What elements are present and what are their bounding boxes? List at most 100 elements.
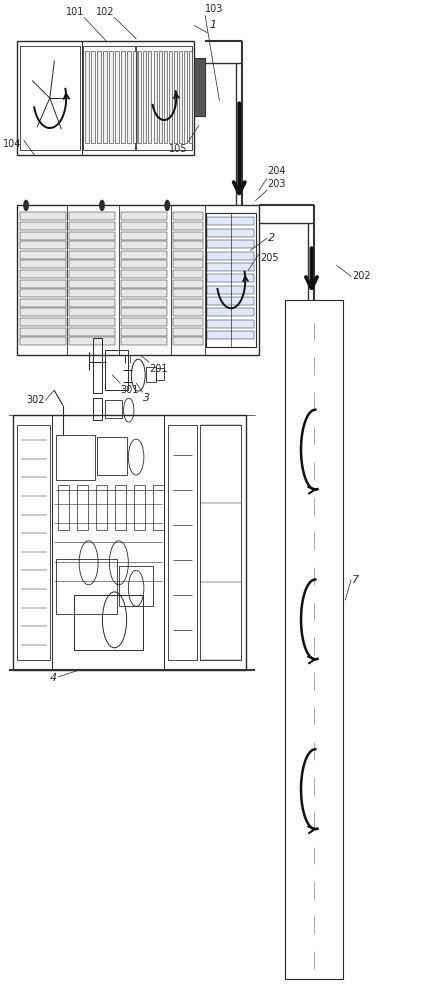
Bar: [19, 270, 66, 278]
Bar: [146, 367, 156, 382]
Bar: [207, 274, 254, 282]
Bar: [207, 252, 254, 260]
Bar: [69, 212, 116, 220]
Bar: [121, 241, 167, 249]
Bar: [194, 58, 205, 116]
Bar: [69, 270, 116, 278]
Bar: [138, 51, 141, 143]
Bar: [121, 270, 167, 278]
Bar: [133, 51, 137, 143]
Bar: [143, 51, 146, 143]
Bar: [19, 232, 66, 240]
Bar: [199, 425, 240, 660]
Bar: [19, 289, 66, 297]
Bar: [207, 320, 254, 328]
Bar: [69, 337, 116, 345]
Bar: [136, 46, 192, 150]
Bar: [207, 308, 254, 316]
Bar: [18, 425, 50, 660]
Bar: [121, 232, 167, 240]
Bar: [207, 240, 254, 248]
Bar: [69, 289, 116, 297]
Bar: [93, 338, 102, 393]
Bar: [121, 260, 167, 268]
Bar: [97, 485, 107, 530]
Bar: [173, 318, 203, 326]
Bar: [173, 280, 203, 288]
Bar: [121, 318, 167, 326]
Bar: [173, 212, 203, 220]
Bar: [173, 299, 203, 307]
Bar: [93, 398, 102, 420]
Bar: [19, 299, 66, 307]
Bar: [173, 270, 203, 278]
Text: 302: 302: [26, 395, 45, 405]
Bar: [19, 46, 80, 150]
Bar: [13, 415, 246, 670]
Bar: [121, 222, 167, 230]
Bar: [19, 337, 66, 345]
Bar: [19, 241, 66, 249]
Bar: [56, 435, 95, 480]
Bar: [19, 328, 66, 336]
Bar: [105, 350, 128, 390]
Bar: [56, 559, 117, 614]
Bar: [18, 205, 259, 355]
Bar: [207, 331, 254, 339]
Text: 103: 103: [205, 4, 224, 14]
Bar: [189, 51, 192, 143]
Bar: [173, 222, 203, 230]
Text: 1: 1: [209, 20, 217, 30]
Bar: [69, 318, 116, 326]
Bar: [116, 485, 126, 530]
Bar: [69, 299, 116, 307]
Bar: [285, 300, 343, 979]
Text: 202: 202: [352, 271, 370, 281]
Bar: [173, 241, 203, 249]
Bar: [103, 51, 107, 143]
Bar: [207, 263, 254, 271]
Bar: [69, 308, 116, 316]
Bar: [157, 368, 164, 380]
Circle shape: [24, 200, 28, 210]
Bar: [173, 260, 203, 268]
Text: 105: 105: [169, 144, 188, 154]
Bar: [173, 337, 203, 345]
Bar: [19, 260, 66, 268]
Bar: [19, 222, 66, 230]
Bar: [121, 308, 167, 316]
Text: 301: 301: [120, 385, 138, 395]
Text: 101: 101: [66, 7, 84, 17]
Bar: [121, 299, 167, 307]
Bar: [19, 308, 66, 316]
Bar: [164, 51, 167, 143]
Bar: [173, 308, 203, 316]
Text: 4: 4: [50, 673, 57, 683]
Bar: [69, 222, 116, 230]
Bar: [121, 328, 167, 336]
Bar: [109, 51, 113, 143]
Bar: [19, 318, 66, 326]
Bar: [69, 251, 116, 259]
Bar: [207, 229, 254, 237]
Bar: [19, 251, 66, 259]
Bar: [69, 241, 116, 249]
Bar: [119, 566, 153, 606]
Bar: [153, 485, 164, 530]
Bar: [69, 280, 116, 288]
Bar: [121, 337, 167, 345]
Circle shape: [100, 200, 104, 210]
Bar: [105, 400, 122, 418]
Bar: [78, 485, 88, 530]
Bar: [153, 51, 157, 143]
Bar: [207, 286, 254, 294]
Bar: [69, 328, 116, 336]
Bar: [97, 51, 101, 143]
Bar: [135, 485, 145, 530]
Bar: [69, 232, 116, 240]
Text: 2: 2: [268, 233, 275, 243]
Bar: [83, 46, 135, 150]
Bar: [159, 51, 162, 143]
Bar: [115, 51, 119, 143]
Bar: [168, 425, 197, 660]
